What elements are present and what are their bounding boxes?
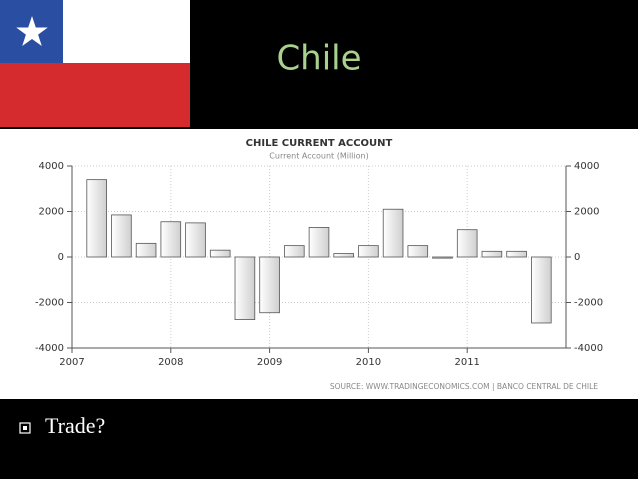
bar xyxy=(407,245,429,258)
x-tick-label: 2009 xyxy=(257,357,282,368)
y2-tick-label: 4000 xyxy=(574,161,599,172)
x-tick-label: 2008 xyxy=(158,357,183,368)
x-tick-label: 2011 xyxy=(454,357,479,368)
bar xyxy=(185,222,206,258)
flag xyxy=(0,0,190,127)
bar xyxy=(111,214,132,258)
bullet-icon-dot xyxy=(23,426,27,430)
bar xyxy=(456,229,478,258)
y2-tick-label: 0 xyxy=(574,252,580,263)
bar xyxy=(358,245,379,258)
y2-tick-label: -2000 xyxy=(574,298,603,309)
y-tick-label: 2000 xyxy=(39,207,64,218)
bullet-text: Trade? xyxy=(45,413,105,438)
bar xyxy=(86,179,107,258)
bar xyxy=(506,250,527,258)
x-tick-label: 2007 xyxy=(59,357,84,368)
bar xyxy=(531,256,552,324)
bar xyxy=(382,208,404,258)
bar xyxy=(481,250,503,258)
slide-title: Chile xyxy=(276,39,361,79)
bar xyxy=(135,242,157,258)
chart-subtitle: Current Account (Million) xyxy=(269,152,368,161)
x-tick-label: 2010 xyxy=(356,357,381,368)
y-tick-label: -2000 xyxy=(35,298,64,309)
bar xyxy=(259,256,280,314)
bar xyxy=(234,256,256,320)
bullet-icon xyxy=(19,422,31,434)
bar xyxy=(333,253,354,258)
bar xyxy=(209,249,231,258)
bar xyxy=(160,221,182,258)
chart-source: SOURCE: WWW.TRADINGECONOMICS.COM | BANCO… xyxy=(330,382,598,391)
bar xyxy=(308,227,330,258)
y-tick-label: 0 xyxy=(58,252,64,263)
bar xyxy=(432,256,453,259)
bar xyxy=(284,245,305,258)
y2-tick-label: -4000 xyxy=(574,343,603,354)
y-tick-label: -4000 xyxy=(35,343,64,354)
y2-tick-label: 2000 xyxy=(574,207,599,218)
y-tick-label: 4000 xyxy=(39,161,64,172)
flag-red xyxy=(0,63,190,127)
flag-star xyxy=(16,16,48,46)
chart-title: CHILE CURRENT ACCOUNT xyxy=(246,138,393,149)
